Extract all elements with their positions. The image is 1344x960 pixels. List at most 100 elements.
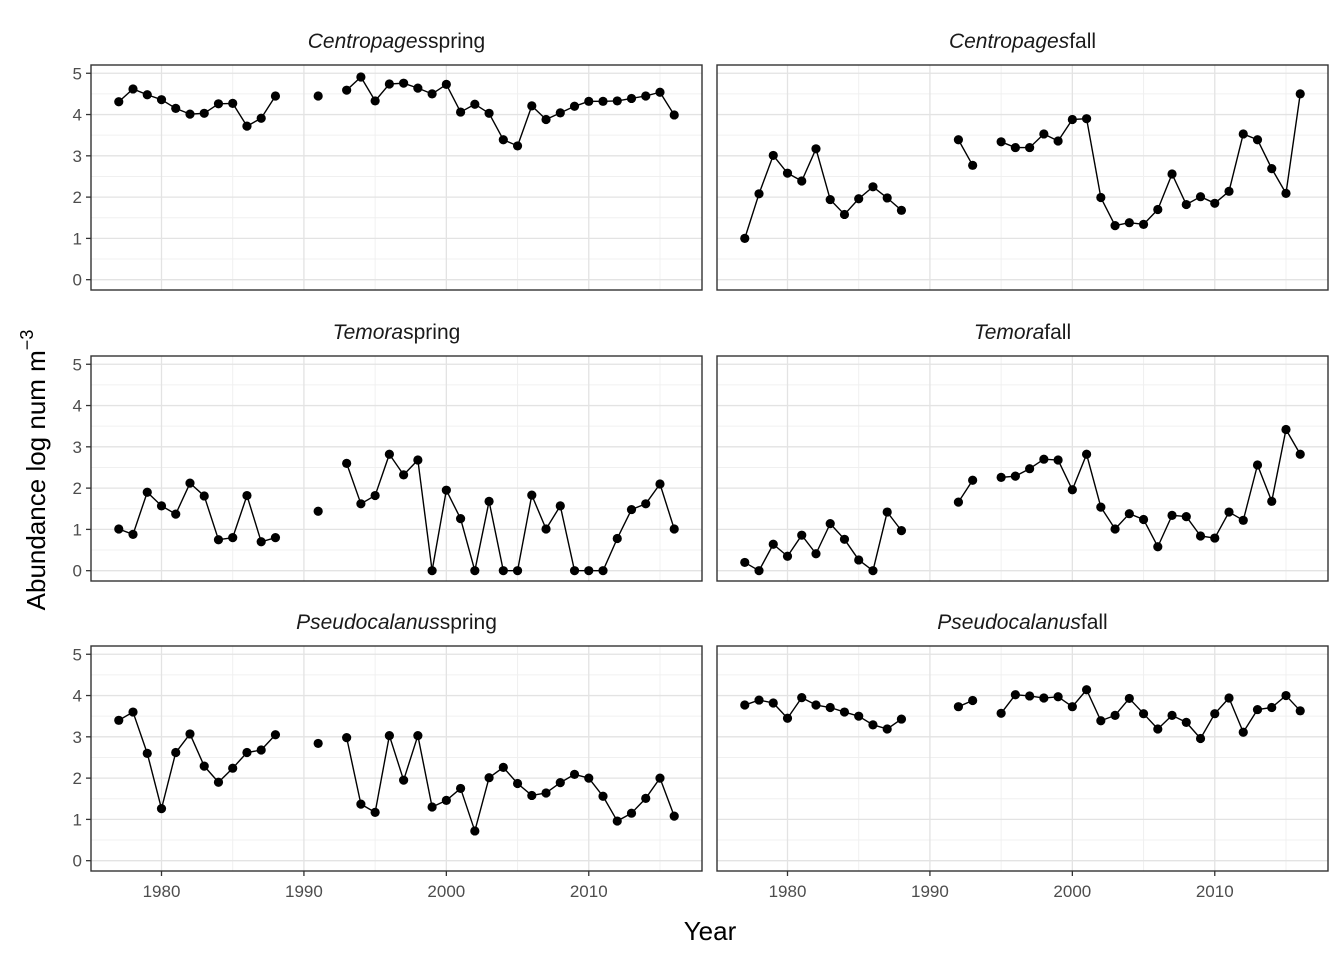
data-point — [1039, 693, 1049, 703]
series-line-segment — [1256, 464, 1273, 502]
series-line-segment — [815, 148, 831, 200]
data-point — [555, 778, 565, 788]
data-point — [1267, 496, 1277, 506]
data-point — [868, 720, 878, 730]
data-point — [868, 182, 878, 192]
data-point — [399, 775, 409, 785]
data-point — [1067, 485, 1077, 495]
data-point — [1295, 449, 1305, 459]
panel-plot-area — [91, 646, 702, 871]
series-line-segment — [203, 495, 220, 540]
data-point — [641, 91, 651, 101]
y-axis-title: Abundance log num m−3 — [17, 330, 51, 611]
data-point — [242, 490, 252, 501]
data-point — [1053, 136, 1063, 146]
data-point — [797, 693, 807, 703]
data-point — [626, 808, 637, 818]
data-point — [782, 713, 793, 723]
data-point — [740, 557, 750, 568]
data-point — [384, 449, 394, 459]
data-point — [740, 233, 750, 243]
series-line-segment — [744, 193, 760, 239]
data-point — [270, 91, 281, 101]
panel-border — [716, 64, 1329, 291]
panels-group: Centropagesspring012345CentropagesfallTe… — [73, 30, 1329, 901]
data-point — [470, 566, 480, 576]
data-point — [427, 802, 437, 812]
data-point — [1281, 188, 1291, 198]
y-tick-label: 3 — [73, 438, 82, 457]
series-line-segment — [758, 155, 774, 195]
data-point — [612, 533, 622, 544]
series-line-segment — [459, 518, 476, 571]
data-point — [498, 566, 508, 576]
y-tick-label: 3 — [73, 147, 82, 166]
series-line-segment — [445, 84, 462, 113]
data-point — [1053, 692, 1063, 702]
data-point — [399, 78, 409, 88]
data-point — [896, 714, 907, 724]
data-point — [1053, 455, 1063, 465]
series-line-segment — [488, 112, 504, 141]
data-point — [1224, 186, 1234, 196]
data-point — [1124, 218, 1134, 228]
data-point — [1195, 192, 1206, 202]
series-line-segment — [417, 459, 433, 571]
series-line-segment — [1085, 118, 1102, 198]
data-point — [598, 96, 608, 106]
data-point — [1081, 685, 1092, 695]
data-point — [1025, 142, 1035, 153]
data-point — [413, 730, 423, 741]
data-point — [1210, 709, 1220, 719]
y-tick-label: 2 — [73, 188, 82, 207]
series-line-segment — [1157, 515, 1173, 548]
panel-pseudocalanus-spring: Pseudocalanusspring 0 1 2 3 4 5 1980 1990 2000 201… — [73, 611, 703, 901]
data-point — [256, 745, 266, 755]
data-point — [213, 99, 224, 109]
data-point — [356, 72, 366, 82]
panel-title-taxon: Pseudocalanus — [937, 611, 1081, 634]
data-point — [370, 490, 380, 501]
series-line-segment — [189, 733, 205, 767]
data-point — [1096, 192, 1106, 203]
data-point — [484, 773, 494, 783]
series-line-segment — [1071, 453, 1088, 491]
data-point — [569, 101, 580, 111]
data-point — [541, 788, 551, 798]
data-point — [584, 96, 594, 106]
data-point — [114, 97, 124, 107]
data-point — [156, 804, 167, 814]
data-point — [655, 87, 665, 97]
series-line-segment — [345, 463, 362, 505]
data-point — [199, 108, 209, 118]
series-line-segment — [1228, 697, 1244, 733]
data-point — [782, 551, 793, 561]
data-point — [555, 108, 565, 118]
data-point — [384, 79, 394, 89]
data-point — [142, 90, 152, 100]
data-point — [1238, 129, 1248, 139]
data-point — [740, 700, 750, 710]
data-point — [313, 91, 323, 101]
series-line-segment — [1271, 168, 1287, 194]
panel-title-season: spring — [428, 30, 485, 53]
y-tick-label: 4 — [73, 397, 82, 416]
panel-title-season: fall — [1044, 321, 1071, 344]
series-line-segment — [402, 735, 419, 781]
data-point — [541, 114, 551, 125]
data-point — [996, 137, 1006, 147]
data-point — [1067, 114, 1077, 125]
series-line-segment — [1100, 197, 1116, 226]
data-point — [1010, 471, 1020, 481]
data-point — [953, 497, 964, 507]
panel-title: Centropagesspring — [308, 30, 485, 53]
y-tick-label: 0 — [73, 852, 82, 871]
data-point — [498, 135, 508, 145]
data-point — [242, 121, 252, 131]
series-line-segment — [815, 523, 831, 555]
data-point — [527, 490, 537, 500]
y-tick-label: 1 — [73, 520, 82, 539]
panel-title-taxon: Pseudocalanus — [296, 611, 440, 634]
data-point — [1224, 507, 1234, 517]
data-point — [1210, 198, 1220, 208]
